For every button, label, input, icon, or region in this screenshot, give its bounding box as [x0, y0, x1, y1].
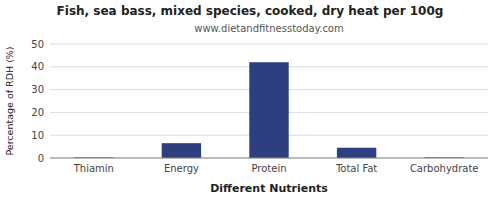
bar — [337, 148, 376, 158]
grid-line — [50, 44, 488, 45]
bars — [74, 62, 464, 158]
title: Fish, sea bass, mixed species, cooked, d… — [57, 4, 444, 18]
subtitle: www.dietandfitnesstoday.com — [194, 23, 343, 34]
y-axis-label: Percentage of RDH (%) — [4, 46, 15, 155]
y-tick-label: 50 — [31, 39, 44, 50]
y-tick-label: 30 — [31, 84, 44, 95]
y-tick-label: 20 — [31, 107, 44, 118]
x-tick-label: Protein — [251, 163, 286, 174]
x-tick-label: Carbohydrate — [410, 163, 479, 174]
grid-line — [50, 158, 488, 159]
y-tick-label: 10 — [31, 130, 44, 141]
x-axis-label: Different Nutrients — [210, 182, 328, 195]
y-axis: 0 10 20 30 40 50 — [31, 39, 488, 164]
x-axis-line — [50, 158, 488, 159]
x-tick-label: Energy — [164, 163, 199, 174]
chart-container: Fish, sea bass, mixed species, cooked, d… — [0, 0, 500, 200]
chart: Fish, sea bass, mixed species, cooked, d… — [0, 0, 500, 200]
x-tick-label: Thiamin — [73, 163, 114, 174]
x-axis: Thiamin Energy Protein Total Fat Carbohydrat… — [50, 158, 488, 174]
bar — [249, 62, 288, 158]
y-tick-label: 0 — [38, 153, 44, 164]
bar — [162, 143, 201, 158]
y-tick-label: 40 — [31, 61, 44, 72]
x-tick-label: Total Fat — [335, 163, 377, 174]
